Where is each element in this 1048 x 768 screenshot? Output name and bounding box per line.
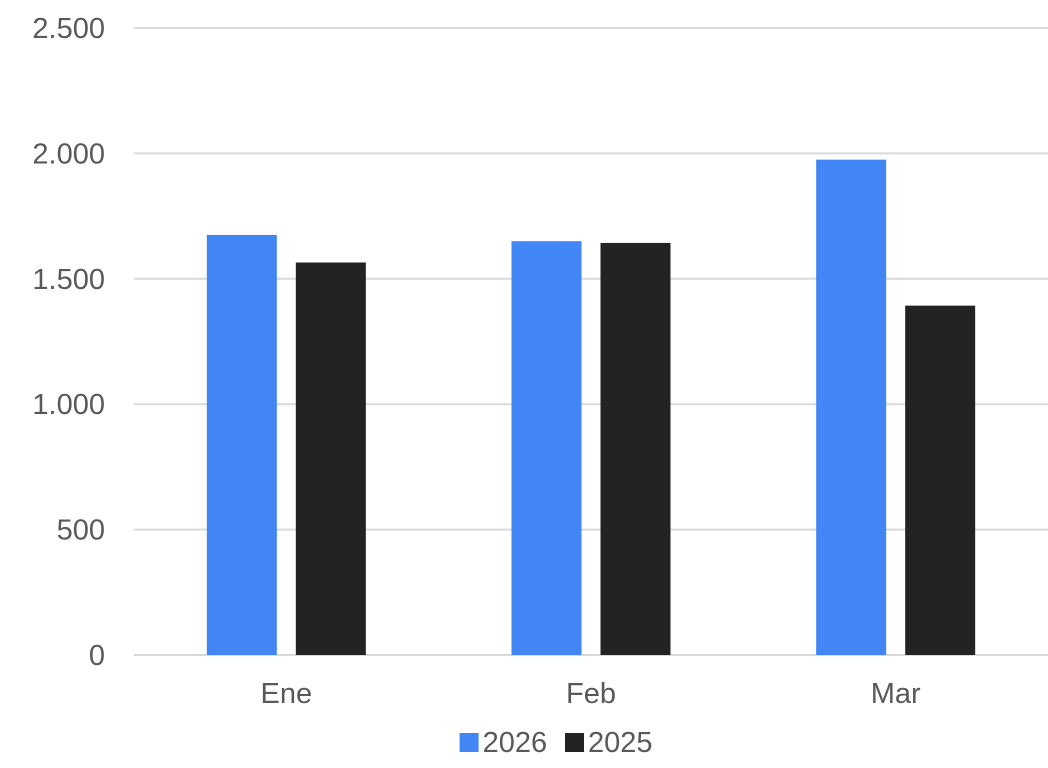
gridlines	[134, 27, 1048, 656]
legend-swatch-2025	[565, 733, 584, 752]
bar-2025-mar	[905, 305, 976, 655]
y-tick-label: 2.500	[32, 13, 105, 45]
bar-2026-ene	[206, 234, 277, 655]
y-tick-label: 500	[57, 515, 105, 547]
y-tick-label: 1.000	[32, 389, 105, 421]
bar-2026-mar	[816, 159, 887, 656]
x-tick-label: Mar	[871, 678, 921, 710]
y-tick-label: 0	[89, 640, 105, 672]
legend-label-2026: 2026	[483, 727, 548, 759]
x-tick-label: Ene	[261, 678, 313, 710]
bar-2025-ene	[295, 262, 366, 655]
bars	[206, 159, 976, 656]
legend: 2026 2025	[459, 727, 653, 759]
legend-label-2025: 2025	[588, 727, 653, 759]
y-axis-tick-labels: 0 500 1.000 1.500 2.000 2.500	[32, 13, 105, 672]
bar-2025-feb	[600, 242, 671, 655]
legend-swatch-2026	[459, 733, 479, 752]
y-tick-label: 1.500	[32, 264, 105, 296]
x-tick-label: Feb	[566, 678, 616, 710]
y-tick-label: 2.000	[32, 138, 105, 170]
x-axis-tick-labels: Ene Feb Mar	[261, 678, 921, 710]
bar-2026-feb	[511, 241, 582, 655]
